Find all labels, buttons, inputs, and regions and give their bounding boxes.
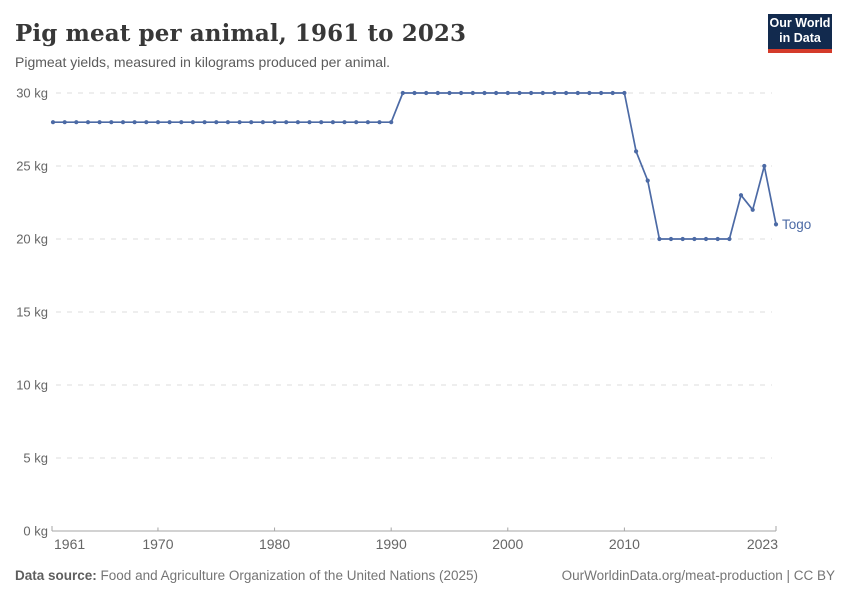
data-point[interactable] xyxy=(517,90,522,96)
data-source-label: Data source: xyxy=(15,568,97,583)
owid-logo-line1: Our World xyxy=(769,16,831,30)
data-point[interactable] xyxy=(773,222,779,227)
data-point[interactable] xyxy=(564,90,569,96)
data-point[interactable] xyxy=(225,120,230,125)
data-point[interactable] xyxy=(435,90,440,96)
data-point[interactable] xyxy=(459,90,464,96)
data-point[interactable] xyxy=(727,236,732,242)
data-point[interactable] xyxy=(575,90,580,96)
data-point[interactable] xyxy=(120,120,126,125)
data-point[interactable] xyxy=(482,90,487,96)
data-point[interactable] xyxy=(214,120,219,125)
data-point[interactable] xyxy=(62,120,67,125)
data-point[interactable] xyxy=(447,90,452,96)
data-point[interactable] xyxy=(634,149,639,154)
data-point[interactable] xyxy=(190,120,195,125)
data-point[interactable] xyxy=(202,120,207,125)
x-tick-label: 2000 xyxy=(492,536,523,552)
data-point[interactable] xyxy=(622,90,627,96)
y-tick-label: 15 kg xyxy=(16,305,48,320)
data-point[interactable] xyxy=(389,120,394,125)
owid-logo-line2: in Data xyxy=(779,31,821,45)
x-tick-label: 1970 xyxy=(142,536,173,552)
data-point[interactable] xyxy=(237,120,242,125)
data-point[interactable] xyxy=(680,236,685,242)
x-tick-label: 1961 xyxy=(54,536,85,552)
data-point[interactable] xyxy=(599,90,604,96)
data-point[interactable] xyxy=(97,120,102,125)
y-tick-label: 10 kg xyxy=(16,378,48,393)
data-point[interactable] xyxy=(249,120,254,125)
data-point[interactable] xyxy=(284,120,289,125)
data-point[interactable] xyxy=(668,236,674,242)
data-point[interactable] xyxy=(132,120,137,125)
data-point[interactable] xyxy=(295,120,300,125)
chart-subtitle: Pigmeat yields, measured in kilograms pr… xyxy=(15,54,391,70)
data-point[interactable] xyxy=(144,120,149,125)
x-tick-label: 2010 xyxy=(609,536,640,552)
data-point[interactable] xyxy=(319,120,324,125)
data-point[interactable] xyxy=(179,120,184,125)
data-point[interactable] xyxy=(342,120,347,125)
data-point[interactable] xyxy=(424,90,429,96)
data-point[interactable] xyxy=(74,120,79,125)
x-tick-label: 1980 xyxy=(259,536,290,552)
data-point[interactable] xyxy=(762,163,767,169)
credit-link[interactable]: OurWorldinData.org/meat-production | CC … xyxy=(561,568,835,583)
data-point[interactable] xyxy=(412,90,417,96)
data-point[interactable] xyxy=(260,120,265,125)
data-point[interactable] xyxy=(330,120,335,125)
data-point[interactable] xyxy=(365,120,370,125)
data-point[interactable] xyxy=(155,120,161,125)
x-tick-label: 2023 xyxy=(747,536,778,552)
data-point[interactable] xyxy=(354,120,359,125)
chart-title: Pig meat per animal, 1961 to 2023 xyxy=(15,20,467,47)
data-point[interactable] xyxy=(272,120,277,125)
data-source-text: Food and Agriculture Organization of the… xyxy=(100,568,479,583)
data-point[interactable] xyxy=(540,90,545,96)
data-point[interactable] xyxy=(529,90,534,96)
y-tick-label: 30 kg xyxy=(16,86,48,101)
data-point[interactable] xyxy=(587,90,592,96)
owid-logo[interactable]: Our World in Data xyxy=(768,14,832,53)
y-tick-label: 5 kg xyxy=(23,451,48,466)
chart-footer: Data source: Food and Agriculture Organi… xyxy=(15,568,835,583)
data-point[interactable] xyxy=(307,120,312,125)
data-source: Data source: Food and Agriculture Organi… xyxy=(15,568,478,583)
data-point[interactable] xyxy=(377,120,382,125)
data-point[interactable] xyxy=(167,120,172,125)
data-point[interactable] xyxy=(738,193,744,198)
x-tick-label: 1990 xyxy=(376,536,407,552)
data-point[interactable] xyxy=(552,90,557,96)
data-point[interactable] xyxy=(692,236,697,242)
data-point[interactable] xyxy=(657,236,662,242)
data-point[interactable] xyxy=(715,236,720,242)
data-point[interactable] xyxy=(85,120,91,125)
data-point[interactable] xyxy=(50,120,56,125)
data-point[interactable] xyxy=(645,178,650,183)
data-point[interactable] xyxy=(470,90,475,96)
owid-logo-box: Our World in Data xyxy=(768,14,832,53)
series-line[interactable] xyxy=(52,92,777,240)
data-point[interactable] xyxy=(610,90,615,96)
data-point[interactable] xyxy=(494,90,499,96)
data-point[interactable] xyxy=(703,236,709,242)
data-point[interactable] xyxy=(109,120,114,125)
y-tick-label: 0 kg xyxy=(23,524,48,539)
data-point[interactable] xyxy=(400,90,405,96)
series-end-label[interactable]: Togo xyxy=(782,217,811,232)
data-point[interactable] xyxy=(750,207,755,212)
y-tick-label: 20 kg xyxy=(16,232,48,247)
data-point[interactable] xyxy=(505,90,510,96)
y-tick-label: 25 kg xyxy=(16,159,48,174)
